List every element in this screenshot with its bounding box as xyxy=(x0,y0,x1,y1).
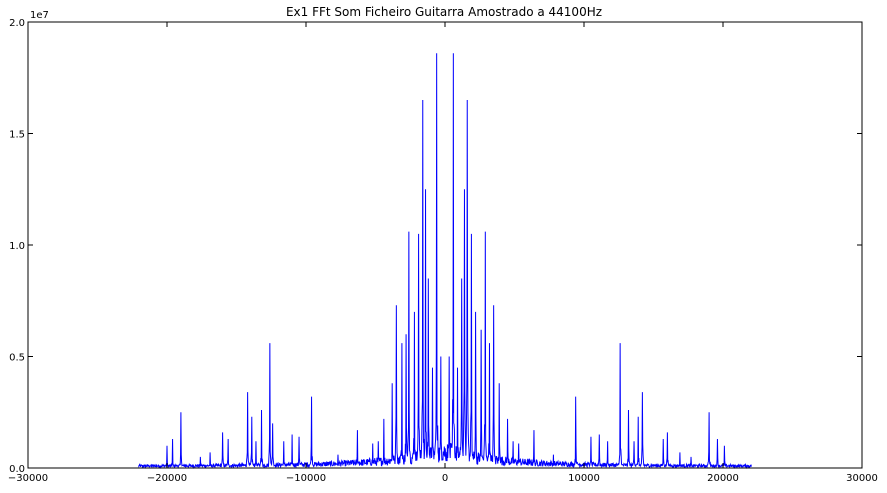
x-tick-label: −10000 xyxy=(286,473,326,484)
x-tick-label: 0 xyxy=(442,473,448,484)
series-layer xyxy=(138,53,752,470)
plot-frame xyxy=(27,21,863,469)
x-tick-label: −30000 xyxy=(8,473,48,484)
x-tick-label: 10000 xyxy=(568,473,600,484)
x-tick-label: 20000 xyxy=(707,473,739,484)
x-tick-label: 30000 xyxy=(846,473,878,484)
chart-title: Ex1 FFt Som Ficheiro Guitarra Amostrado … xyxy=(286,5,602,19)
y-scale-multiplier: 1e7 xyxy=(30,10,49,21)
y-tick-label: 1.5 xyxy=(9,130,25,141)
y-tick-label: 0.5 xyxy=(9,353,25,364)
y-tick-label: 1.0 xyxy=(9,241,25,252)
y-tick-label: 0.0 xyxy=(9,464,25,475)
y-tick-label: 2.0 xyxy=(9,18,25,29)
series-0-line xyxy=(138,53,752,470)
x-tick-label: −20000 xyxy=(147,473,187,484)
axes-layer: −30000 −20000 −10000 0 10000 20000 30000 0.0 0.5… xyxy=(8,18,878,484)
